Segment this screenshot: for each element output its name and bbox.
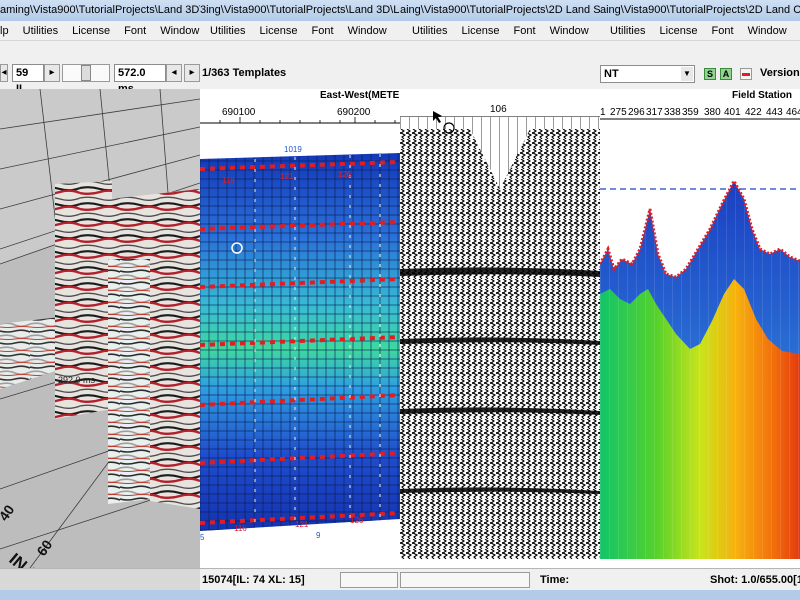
window-title-bar: aing\Vista900\TutorialProjects\2D Land S… [400, 0, 600, 21]
axis-title: Field Station [732, 90, 792, 101]
menu-bar: Utilities License Font Window Help [400, 21, 600, 41]
x-tick-690100: 690100 [222, 107, 256, 118]
panel-shot-gather: aing\Vista900\TutorialProjects\2D Land S… [400, 0, 600, 600]
status-bar [0, 568, 200, 590]
menu-utilities[interactable]: Utilities [412, 25, 447, 37]
toolbar: ◂ 59 IL ▸ 572.0 ms ◂ ▸ [0, 41, 200, 89]
toolbar: NT ▼ S A Version [600, 41, 800, 89]
time-field[interactable]: 572.0 ms [114, 64, 166, 82]
il-next-button[interactable]: ▸ [44, 64, 60, 82]
menu-license[interactable]: License [72, 25, 110, 37]
top-label: 1019 [284, 145, 302, 154]
window-frame-bottom [400, 590, 600, 600]
time-prev-button[interactable]: ◂ [166, 64, 182, 82]
panel-3d-cube: aming\Vista900\TutorialProjects\Land 3D\… [0, 0, 200, 600]
trace-label: 106 [490, 104, 507, 115]
fold-map-view[interactable]: East-West(METE 690100 690200 1019 118 12… [200, 89, 400, 568]
menu-window[interactable]: Window [550, 25, 589, 37]
status-text: 15074[IL: 74 XL: 15] [202, 574, 305, 586]
menu-font[interactable]: Font [514, 25, 536, 37]
menu-bar: Utilities License Font Window Help [600, 21, 800, 41]
menu-font[interactable]: Font [124, 25, 146, 37]
menu-help-partial[interactable]: lp [0, 25, 9, 37]
il-slider-thumb[interactable] [81, 65, 91, 81]
shot-gather-view[interactable]: 106 [400, 89, 600, 568]
status-section [340, 572, 398, 588]
il-slider[interactable] [62, 64, 110, 82]
station-380: 380 [704, 107, 721, 118]
s-button[interactable]: S [704, 68, 716, 80]
x-tick-690200: 690200 [337, 107, 371, 118]
window-title-bar: aming\Vista900\TutorialProjects\Land 3D\… [0, 0, 200, 21]
menu-window[interactable]: Window [348, 25, 387, 37]
station-275: 275 [610, 107, 627, 118]
station-1: 1 [600, 107, 606, 118]
menu-utilities[interactable]: Utilities [210, 25, 245, 37]
window-title: aing\Vista900\TutorialProjects\2D Land C… [600, 4, 800, 16]
il-prev-button[interactable]: ◂ [0, 64, 8, 82]
station-422: 422 [745, 107, 762, 118]
menu-window[interactable]: Window [748, 25, 787, 37]
red-label-118: 118 [222, 176, 235, 185]
window-frame-bottom [200, 590, 400, 600]
red-label-126: 126 [338, 170, 352, 179]
toolbar [400, 41, 600, 89]
a-button[interactable]: A [720, 68, 732, 80]
status-section [400, 572, 530, 588]
window-title: aming\Vista900\TutorialProjects\Land 3D\… [0, 4, 200, 16]
menu-font[interactable]: Font [712, 25, 734, 37]
station-359: 359 [682, 107, 699, 118]
bottom-label-121: 121 [295, 520, 309, 529]
station-296: 296 [628, 107, 645, 118]
menu-font[interactable]: Font [312, 25, 334, 37]
menu-bar: lp Utilities License Font Window Help [0, 21, 200, 41]
bottom-mid-label: 9 [316, 531, 321, 540]
station-464: 464 [786, 107, 800, 118]
attribute-dropdown[interactable]: NT ▼ [600, 65, 695, 83]
window-title-bar: aing\Vista900\TutorialProjects\2D Land C… [600, 0, 800, 21]
red-label-121: 121 [280, 172, 294, 181]
menu-window[interactable]: Window [160, 25, 199, 37]
status-bar: Time: 50.00/[152] [400, 568, 600, 590]
il-field[interactable]: 59 IL [12, 64, 44, 82]
window-frame-bottom [600, 590, 800, 600]
left-corner-label: 5 [200, 533, 205, 542]
bottom-label-126: 126 [350, 516, 364, 525]
red-line-icon [742, 73, 750, 76]
panel-elevation-profile: aing\Vista900\TutorialProjects\2D Land C… [600, 0, 800, 600]
menu-utilities[interactable]: Utilities [23, 25, 58, 37]
menu-license[interactable]: License [660, 25, 698, 37]
time-next-button[interactable]: ▸ [184, 64, 200, 82]
menu-utilities[interactable]: Utilities [610, 25, 645, 37]
menu-bar: Utilities License Font Window Help [200, 21, 400, 41]
axis-title: East-West(METE [320, 90, 400, 101]
window-title: aing\Vista900\TutorialProjects\2D Land S… [400, 4, 600, 16]
version-label: Version [760, 67, 800, 79]
cube-view[interactable]: 292.0 ms 40 60 80 IN-LINE [0, 89, 200, 568]
attribute-dropdown-value: NT [604, 68, 619, 80]
station-401: 401 [724, 107, 741, 118]
station-338: 338 [664, 107, 681, 118]
window-frame-bottom [0, 590, 200, 600]
status-text: Shot: 1.0/655.00[1 [710, 569, 800, 591]
window-title-bar: 3ing\Vista900\TutorialProjects\Land 3D\L… [200, 0, 400, 21]
panel-fold-map: 3ing\Vista900\TutorialProjects\Land 3D\L… [200, 0, 400, 600]
station-443: 443 [766, 107, 783, 118]
chevron-down-icon: ▼ [681, 67, 693, 81]
menu-license[interactable]: License [462, 25, 500, 37]
bottom-label-116: 116 [234, 524, 247, 533]
toolbar: 1/363 Templates [200, 41, 400, 89]
status-bar: 15074[IL: 74 XL: 15] [200, 568, 400, 590]
status-bar: Shot: 1.0/655.00[1 [600, 568, 800, 590]
template-count: 1/363 Templates [202, 67, 286, 79]
station-317: 317 [646, 107, 663, 118]
window-title: 3ing\Vista900\TutorialProjects\Land 3D\L… [200, 4, 400, 16]
elevation-profile-view[interactable]: Field Station 1 275 296 317 338 359 380 … [600, 89, 800, 568]
menu-license[interactable]: License [260, 25, 298, 37]
red-line-button[interactable] [740, 68, 752, 80]
depth-label: 292.0 ms [58, 375, 96, 385]
